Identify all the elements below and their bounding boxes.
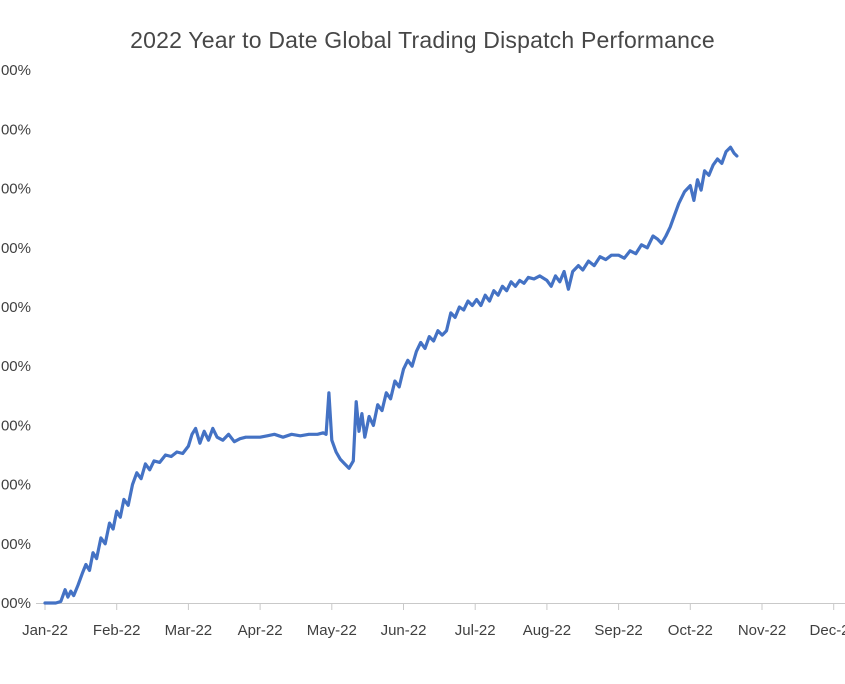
y-tick-label: 00% — [1, 121, 31, 138]
y-tick-label: 00% — [1, 417, 31, 434]
y-tick-label: 00% — [1, 358, 31, 375]
y-tick-label: 00% — [1, 181, 31, 198]
x-tick-label: Feb-22 — [93, 622, 141, 639]
x-tick-label: Jul-22 — [455, 622, 496, 639]
y-tick-label: 00% — [1, 595, 31, 612]
x-tick-label: May-22 — [307, 622, 357, 639]
y-tick-label: 00% — [1, 477, 31, 494]
y-tick-label: 00% — [1, 62, 31, 79]
chart-title: 2022 Year to Date Global Trading Dispatc… — [130, 27, 715, 53]
x-tick-label: Dec-22 — [810, 622, 845, 639]
y-tick-label: 00% — [1, 240, 31, 257]
x-tick-label: Jan-22 — [22, 622, 68, 639]
x-tick-label: Aug-22 — [523, 622, 571, 639]
data-line — [43, 145, 739, 605]
x-tick-label: Mar-22 — [165, 622, 213, 639]
y-tick-label: 00% — [1, 299, 31, 316]
x-tick-label: Sep-22 — [594, 622, 642, 639]
x-tick-label: Apr-22 — [238, 622, 283, 639]
x-tick-label: Nov-22 — [738, 622, 786, 639]
y-tick-label: 00% — [1, 536, 31, 553]
x-tick-label: Oct-22 — [668, 622, 713, 639]
x-tick-label: Jun-22 — [381, 622, 427, 639]
